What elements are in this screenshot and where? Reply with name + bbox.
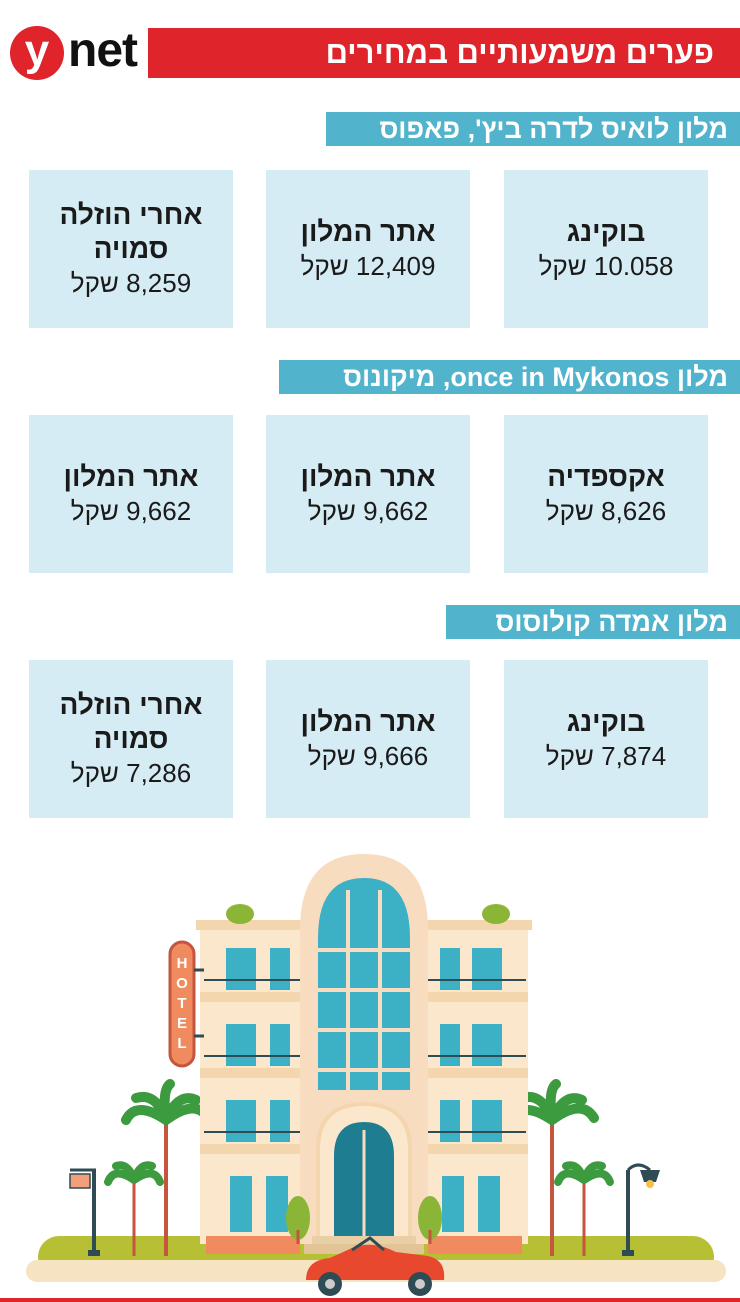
price-source-label: אתר המלון	[300, 461, 436, 492]
price-value: 7,286 שקל	[70, 758, 192, 788]
price-value: 8,626 שקל	[545, 496, 667, 526]
price-value: 10.058 שקל	[538, 251, 674, 281]
hotel-building-illustration: H O T E L	[26, 854, 726, 1296]
price-box: בוקינג 10.058 שקל	[504, 170, 708, 328]
ynet-logo: y net	[10, 24, 148, 80]
price-source-label: אתר המלון	[63, 461, 199, 492]
logo-circle	[10, 26, 64, 80]
price-source-label: אתר המלון	[300, 216, 436, 247]
price-box: אחרי הוזלה סמויה 8,259 שקל	[29, 170, 233, 328]
section-title-1: מלון לואיס לדרה ביץ', פאפוס	[326, 112, 740, 146]
price-box: אתר המלון 12,409 שקל	[266, 170, 470, 328]
section-title-3: מלון אמדה קולוסוס	[446, 605, 740, 639]
hotel-sign-letter: O	[176, 975, 188, 992]
price-value: 12,409 שקל	[300, 251, 436, 281]
price-value: 9,662 שקל	[70, 496, 192, 526]
price-source-label: בוקינג	[566, 216, 646, 247]
hotel-sign-letter: E	[177, 1015, 187, 1032]
price-value: 9,666 שקל	[307, 741, 429, 771]
price-source-label: אחרי הוזלה סמויה	[59, 199, 203, 264]
price-source-label: בוקינג	[566, 706, 646, 737]
page-title: פערים משמעותיים במחירים	[148, 28, 740, 78]
section-title-2: מלון once in Mykonos, מיקונוס	[279, 360, 740, 394]
price-value: 8,259 שקל	[70, 268, 192, 298]
price-box: אקספדיה 8,626 שקל	[504, 415, 708, 573]
price-box: אתר המלון 9,662 שקל	[266, 415, 470, 573]
price-source-label: אתר המלון	[300, 706, 436, 737]
hotel-sign-letter: L	[177, 1035, 186, 1052]
price-box: אתר המלון 9,666 שקל	[266, 660, 470, 818]
price-source-label: אקספדיה	[547, 461, 665, 492]
logo-y: y	[24, 26, 50, 75]
price-value: 7,874 שקל	[545, 741, 667, 771]
hotel-sign-letter: T	[177, 995, 186, 1012]
price-box: אחרי הוזלה סמויה 7,286 שקל	[29, 660, 233, 818]
hotel-sign-letter: H	[177, 955, 188, 972]
price-box: אתר המלון 9,662 שקל	[29, 415, 233, 573]
price-value: 9,662 שקל	[307, 496, 429, 526]
price-box: בוקינג 7,874 שקל	[504, 660, 708, 818]
price-source-label: אחרי הוזלה סמויה	[59, 689, 203, 754]
bottom-rule	[0, 1298, 740, 1302]
logo-net: net	[68, 24, 138, 77]
